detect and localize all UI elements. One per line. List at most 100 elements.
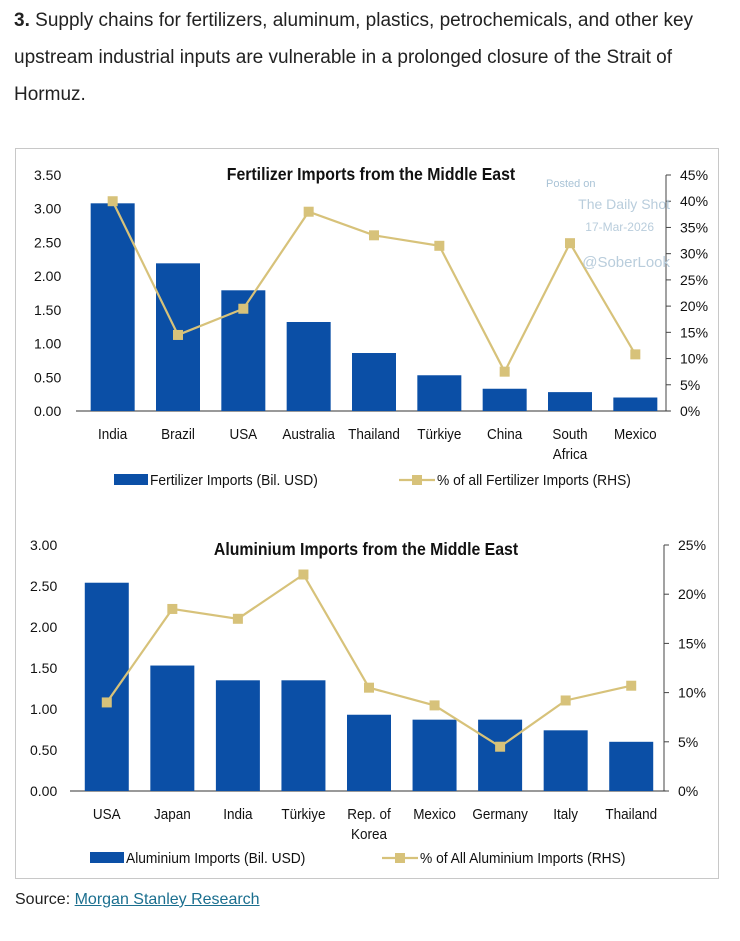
legend-bar-swatch	[114, 474, 148, 485]
line-point	[107, 196, 118, 207]
y-left-tick-label: 1.50	[30, 660, 57, 676]
bar	[613, 397, 658, 411]
y-left-tick-label: 0.00	[30, 783, 57, 799]
line-point	[173, 329, 183, 340]
y-right-tick-label: 40%	[680, 193, 708, 209]
y-right-tick-label: 15%	[678, 635, 706, 651]
y-left-tick-label: 1.50	[34, 302, 61, 318]
y-right-tick-label: 45%	[680, 167, 708, 183]
category-label: Thailand	[348, 426, 400, 443]
y-left-tick-label: 0.00	[34, 403, 61, 419]
y-right-tick-label: 35%	[680, 219, 708, 235]
y-left-tick-label: 0.50	[30, 742, 57, 758]
line-point	[101, 697, 112, 708]
bar	[281, 680, 326, 791]
y-right-tick-label: 20%	[678, 586, 706, 602]
line-point	[369, 230, 379, 241]
bar	[150, 665, 195, 791]
legend-line-marker	[412, 475, 422, 485]
bar	[478, 719, 523, 791]
category-label: South	[552, 426, 587, 443]
bar	[347, 714, 391, 791]
intro-number: 3.	[14, 10, 30, 31]
source-label: Source:	[15, 891, 71, 908]
line-point	[626, 680, 637, 691]
category-label: USA	[229, 426, 257, 443]
category-label: China	[487, 426, 522, 443]
line-point	[499, 366, 510, 377]
bar	[286, 321, 331, 411]
bar	[90, 203, 135, 411]
chart-figure: Fertilizer Imports from the Middle East 0…	[15, 148, 719, 879]
y-right-tick-label: 25%	[678, 537, 706, 553]
bar	[215, 680, 260, 791]
y-right-tick-label: 0%	[680, 403, 700, 419]
bar	[412, 719, 457, 791]
y-left-tick-label: 1.00	[34, 336, 61, 352]
intro-paragraph: 3. Supply chains for fertilizers, alumin…	[14, 2, 730, 113]
watermark-line2: The Daily Shot	[578, 196, 670, 212]
y-right-tick-label: 5%	[678, 734, 698, 750]
category-label: Australia	[282, 426, 335, 443]
y-right-tick-label: 5%	[680, 377, 700, 393]
y-right-tick-label: 20%	[680, 298, 708, 314]
category-label: Italy	[553, 806, 579, 823]
line-point	[565, 238, 575, 249]
bar	[417, 375, 462, 411]
bar	[352, 353, 396, 411]
category-label: Rep. of	[347, 806, 391, 823]
watermark: Posted on The Daily Shot 17-Mar-2026 @So…	[546, 178, 670, 271]
line-point	[495, 741, 506, 752]
legend-bar-label: Fertilizer Imports (Bil. USD)	[150, 473, 318, 490]
y-left-tick-label: 3.00	[34, 201, 61, 217]
y-right-tick-label: 30%	[680, 246, 708, 262]
category-label: USA	[93, 806, 121, 823]
line-point	[303, 206, 314, 217]
category-label: Korea	[351, 826, 387, 843]
watermark-line3: 17-Mar-2026	[585, 220, 654, 234]
legend-bar-swatch	[90, 852, 124, 863]
line-point	[630, 349, 641, 360]
y-left-tick-label: 2.50	[34, 234, 61, 250]
bar	[609, 741, 654, 791]
y-right-tick-label: 0%	[678, 783, 698, 799]
y-left-tick-label: 2.50	[30, 578, 57, 594]
y-left-tick-label: 3.00	[30, 537, 57, 553]
legend-line-label: % of all Fertilizer Imports (RHS)	[437, 473, 631, 490]
line-point	[364, 682, 374, 693]
line-point	[560, 695, 571, 706]
fertilizer-chart: Fertilizer Imports from the Middle East 0…	[34, 164, 708, 490]
category-label: Africa	[553, 446, 588, 463]
y-left-tick-label: 0.50	[34, 369, 61, 385]
source-line: Source: Morgan Stanley Research	[15, 891, 260, 909]
line-point	[429, 700, 440, 711]
category-label: Japan	[154, 806, 191, 823]
category-label: Thailand	[605, 806, 657, 823]
bar	[84, 582, 129, 791]
category-label: Türkiye	[281, 806, 325, 823]
category-label: Germany	[472, 806, 528, 823]
category-label: Mexico	[614, 426, 657, 443]
y-left-tick-label: 1.00	[30, 701, 57, 717]
category-label: Brazil	[161, 426, 195, 443]
line-point	[298, 569, 309, 580]
bar	[543, 730, 588, 791]
y-right-tick-label: 10%	[680, 351, 708, 367]
aluminium-chart: Aluminium Imports from the Middle East 0.…	[30, 537, 706, 868]
y-right-tick-label: 10%	[678, 685, 706, 701]
intro-text: Supply chains for fertilizers, aluminum,…	[14, 10, 694, 105]
y-left-tick-label: 2.00	[30, 619, 57, 635]
line-point	[232, 613, 243, 624]
y-right-tick-label: 25%	[680, 272, 708, 288]
source-link[interactable]: Morgan Stanley Research	[74, 891, 260, 908]
y-left-tick-label: 2.00	[34, 268, 61, 284]
chart-title: Aluminium Imports from the Middle East	[214, 539, 519, 559]
legend-bar-label: Aluminium Imports (Bil. USD)	[126, 851, 305, 868]
category-label: India	[98, 426, 127, 443]
legend-line-marker	[395, 853, 405, 863]
category-label: India	[223, 806, 252, 823]
line-point	[434, 240, 445, 251]
category-label: Türkiye	[417, 426, 461, 443]
y-left-tick-label: 3.50	[34, 167, 61, 183]
legend-line-label: % of All Aluminium Imports (RHS)	[420, 851, 625, 868]
